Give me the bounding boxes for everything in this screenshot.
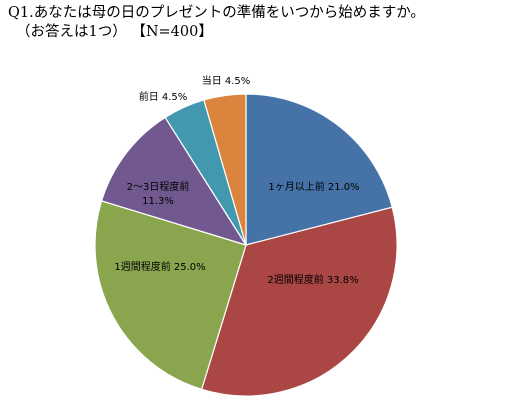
pie-label-0: 1ヶ月以上前 21.0% — [268, 180, 359, 193]
chart-title: Q1.あなたは母の日のプレゼントの準備をいつから始めますか。 （お答えは1つ） … — [8, 4, 508, 42]
pie-label-3-category: 2～3日程度前 — [127, 180, 190, 193]
pie-slices — [94, 93, 398, 397]
pie-label-5: 当日 4.5% — [202, 74, 251, 87]
pie-label-3-value: 11.3% — [142, 196, 174, 207]
pie-slice-2 — [94, 200, 247, 391]
pie-slice-3 — [100, 116, 248, 247]
pie-label-4: 前日 4.5% — [139, 90, 188, 103]
pie-slice-5 — [203, 93, 247, 246]
pie-label-1: 2週間程度前 33.8% — [267, 273, 358, 286]
pie-slice-1 — [200, 206, 398, 397]
pie-slice-0 — [245, 93, 393, 246]
pie-label-3: 2～3日程度前 11.3% — [127, 180, 190, 207]
pie-labels: 1ヶ月以上前 21.0% 2週間程度前 33.8% 1週間程度前 25.0% 2～3日… — [114, 74, 359, 286]
pie-label-2: 1週間程度前 25.0% — [114, 260, 205, 273]
chart-title-line-2: （お答えは1つ） 【N=400】 — [16, 24, 213, 40]
chart-title-line-1: Q1.あなたは母の日のプレゼントの準備をいつから始めますか。 — [8, 5, 425, 21]
